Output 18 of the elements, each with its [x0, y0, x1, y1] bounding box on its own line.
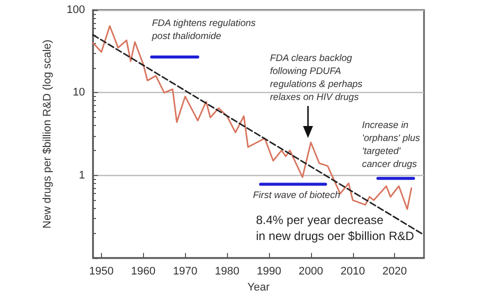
annotation: 8.4% per year decrease in new drugs oer $billion R&D — [256, 212, 414, 244]
x-tick-label: 1990 — [256, 266, 282, 278]
annotation: FDA clears backlog following PDUFA regulations & perhaps relaxes on HIV drugs — [270, 52, 362, 104]
x-tick-label: 2020 — [382, 266, 407, 278]
y-axis-title: New drugs per $billion R&D (log scale) — [42, 40, 54, 228]
x-axis-title: Year — [247, 282, 270, 294]
x-tick-label: 1950 — [89, 266, 114, 278]
annotation: First wave of biotech — [253, 189, 340, 202]
x-tick-label: 1970 — [172, 266, 198, 278]
annotation: Increase in 'orphans' plus 'targeted' cancer drugs — [362, 119, 420, 171]
x-tick-label: 1980 — [214, 266, 240, 278]
annotation: FDA tightens regulations post thalidomide — [152, 17, 256, 43]
x-tick-label: 2010 — [340, 266, 366, 278]
x-tick-label: 1960 — [131, 266, 156, 278]
y-tick-label: 10 — [72, 86, 85, 99]
x-tick-label: 2000 — [298, 266, 324, 278]
y-tick-label: 1 — [78, 169, 85, 182]
y-tick-label: 100 — [66, 4, 85, 16]
